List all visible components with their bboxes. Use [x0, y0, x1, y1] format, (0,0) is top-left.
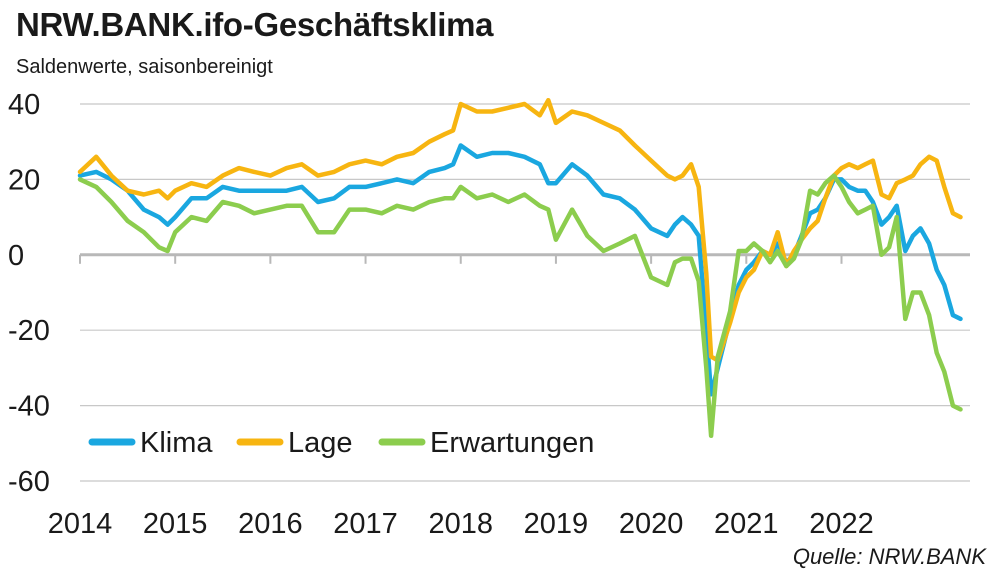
y-tick-label: 40	[8, 89, 40, 121]
y-tick-label: 0	[8, 240, 24, 272]
x-tick-label: 2021	[714, 508, 779, 540]
series-line-erwartungen	[77, 173, 963, 439]
x-tick-label: 2019	[524, 508, 589, 540]
legend-label-lage: Lage	[288, 427, 353, 459]
axes: 40 20 0 -20 -40 -60 2014 2015 2016 2017 2018 2019 20…	[8, 89, 970, 540]
legend-label-klima: Klima	[140, 427, 213, 459]
source-note: Quelle: NRW.BANK	[792, 544, 986, 569]
legend: Klima Lage Erwartungen	[88, 427, 594, 459]
x-tick-label: 2016	[238, 508, 303, 540]
series-line-lage	[77, 97, 963, 363]
series-lines	[77, 97, 963, 439]
x-tick-label: 2022	[809, 508, 874, 540]
legend-label-erwartungen: Erwartungen	[430, 427, 594, 459]
chart-title: NRW.BANK.ifo-Geschäftsklima	[16, 6, 494, 43]
y-tick-label: -20	[8, 315, 50, 347]
y-tick-label: -40	[8, 391, 50, 423]
chart-subtitle: Saldenwerte, saisonbereinigt	[16, 56, 273, 78]
y-tick-label: -60	[8, 466, 50, 498]
x-tick-label: 2014	[48, 508, 113, 540]
x-tick-label: 2018	[428, 508, 493, 540]
series-line-klima	[77, 143, 963, 397]
x-tick-label: 2020	[619, 508, 684, 540]
grid-lines	[80, 103, 970, 482]
y-tick-label: 20	[8, 164, 40, 196]
x-tick-label: 2017	[333, 508, 398, 540]
x-tick-label: 2015	[143, 508, 208, 540]
